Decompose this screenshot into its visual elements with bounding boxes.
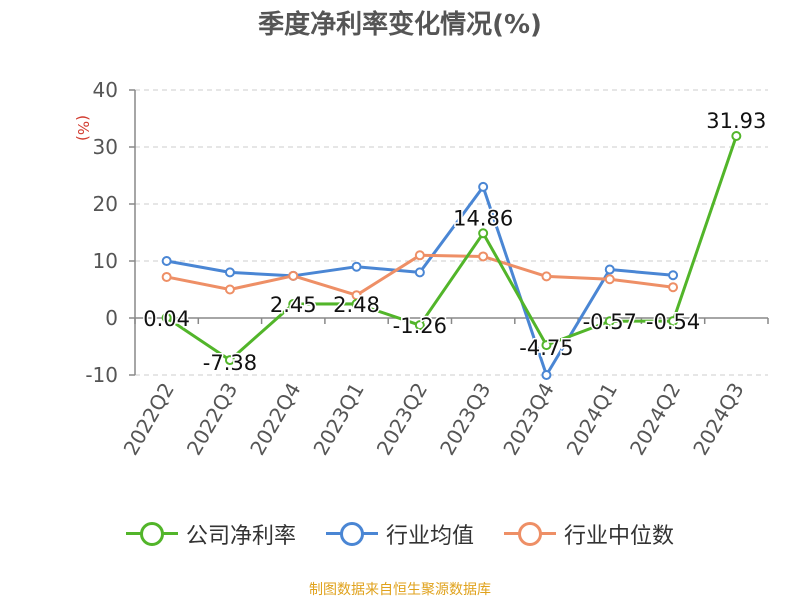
data-point[interactable] [288, 299, 299, 310]
data-point[interactable] [604, 316, 615, 327]
x-tick-labels: 2022Q2 2022Q3 2022Q4 2023Q1 2023Q2 2023Q3 2023… [119, 379, 749, 460]
data-point[interactable] [731, 130, 742, 141]
data-point[interactable] [224, 284, 235, 295]
data-point[interactable] [414, 320, 425, 331]
data-point[interactable] [604, 274, 615, 285]
y-axis-label: (%) [74, 115, 92, 141]
x-tick-label: 2023Q4 [498, 379, 558, 460]
data-point[interactable] [288, 270, 299, 281]
legend-label: 行业均值 [385, 524, 474, 549]
legend-marker-icon [325, 519, 378, 549]
data-point[interactable] [668, 270, 679, 281]
data-point[interactable] [351, 261, 362, 272]
x-tick-label: 2024Q1 [562, 379, 622, 460]
y-tick-label: 20 [93, 192, 118, 216]
data-point[interactable] [541, 271, 552, 282]
series-lines [165, 135, 738, 377]
y-tick-label: 0 [105, 306, 118, 330]
data-label: -7.38 [203, 351, 257, 375]
x-tick-label: 2024Q2 [625, 379, 685, 460]
y-tick-label: 30 [93, 135, 118, 159]
legend-label: 公司净利率 [185, 524, 296, 549]
data-point[interactable] [541, 370, 552, 380]
data-point[interactable] [541, 340, 552, 351]
data-point[interactable] [224, 267, 235, 278]
series-points [161, 130, 742, 380]
legend-marker-icon [504, 519, 556, 549]
data-point[interactable] [478, 251, 489, 262]
data-point[interactable] [478, 228, 489, 239]
legend-item-company[interactable]: 公司净利率 [125, 518, 296, 550]
x-tick-label: 2022Q3 [182, 379, 242, 460]
legend: 公司净利率 行业均值 行业中位数 [0, 518, 800, 550]
legend-label: 行业中位数 [564, 524, 675, 549]
x-tick-label: 2023Q2 [372, 379, 432, 460]
legend-marker-icon [125, 519, 178, 549]
data-label: -0.54 [646, 310, 700, 334]
data-point[interactable] [224, 355, 235, 366]
y-tick-label: 10 [93, 249, 118, 273]
data-point[interactable] [161, 312, 172, 323]
y-tick-label: -10 [85, 363, 118, 387]
legend-item-industry-median[interactable]: 行业中位数 [504, 518, 674, 550]
data-point[interactable] [604, 264, 615, 275]
data-point[interactable] [414, 250, 425, 261]
series-line-0 [165, 135, 738, 362]
data-point[interactable] [161, 256, 172, 266]
data-label: -0.57 [583, 310, 637, 334]
series-line-1 [166, 185, 674, 377]
data-point[interactable] [161, 271, 172, 282]
data-label: 31.93 [706, 109, 766, 133]
data-point[interactable] [351, 298, 362, 309]
legend-item-industry-mean[interactable]: 行业均值 [325, 518, 474, 550]
data-label: 2.48 [333, 293, 380, 317]
data-labels: 0.04 -7.38 2.45 2.48 -1.26 14.86 -4.75 -0.57 -0.… [142, 107, 768, 376]
x-tick-label: 2023Q1 [308, 379, 368, 460]
data-label: 14.86 [453, 206, 513, 230]
data-label: 2.45 [270, 293, 317, 317]
axes [129, 89, 769, 376]
data-point[interactable] [414, 267, 425, 278]
gridlines [135, 89, 768, 376]
x-tick-label: 2023Q3 [435, 379, 495, 460]
source-note: 制图数据来自恒生聚源数据库 [309, 582, 491, 598]
data-label: 0.04 [143, 307, 190, 331]
x-tick-label: 2022Q2 [119, 379, 179, 460]
data-point[interactable] [668, 282, 679, 293]
y-tick-label: 40 [93, 78, 118, 102]
data-point[interactable] [668, 316, 679, 327]
data-point[interactable] [478, 181, 489, 192]
x-tick-label: 2024Q3 [688, 379, 748, 460]
x-tick-label: 2022Q4 [245, 379, 305, 460]
data-label: -4.75 [519, 336, 573, 360]
chart-title: 季度净利率变化情况(%) [258, 10, 542, 40]
data-label: -1.26 [393, 314, 447, 338]
y-tick-labels: 40 30 20 10 0 -10 [85, 78, 118, 387]
